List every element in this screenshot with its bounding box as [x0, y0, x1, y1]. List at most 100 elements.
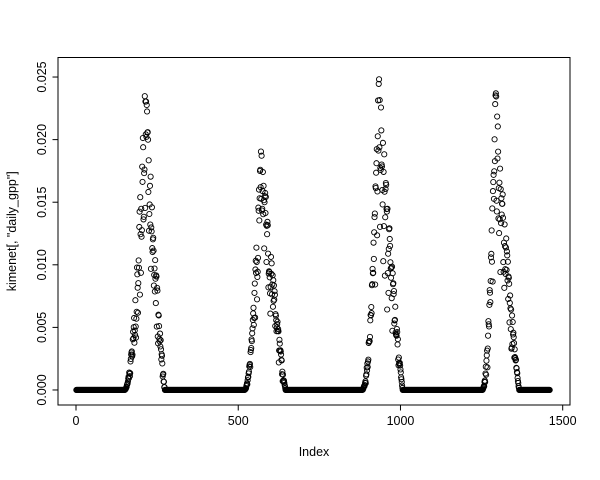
data-point: [255, 204, 262, 211]
data-point: [510, 334, 517, 341]
data-point: [133, 315, 140, 322]
data-point: [489, 278, 496, 285]
data-point: [493, 93, 500, 100]
data-point: [371, 214, 378, 221]
data-point: [384, 306, 391, 313]
data-point: [369, 281, 376, 288]
data-point: [140, 213, 147, 220]
data-point: [500, 259, 507, 266]
x-axis-title: Index: [299, 445, 330, 459]
data-point: [138, 233, 145, 240]
data-point: [481, 383, 488, 390]
data-point: [135, 280, 142, 287]
data-point: [546, 386, 553, 394]
data-point: [276, 336, 283, 343]
data-point: [157, 337, 164, 344]
data-point: [378, 127, 385, 134]
data-point: [490, 171, 497, 178]
data-point: [504, 258, 511, 265]
data-point: [147, 173, 154, 180]
data-point: [134, 284, 141, 291]
data-point: [264, 222, 271, 229]
data-point: [363, 371, 370, 378]
y-tick-label: 0.000: [35, 374, 49, 405]
y-tick-label: 0.025: [35, 61, 49, 92]
data-point: [379, 201, 386, 208]
data-point: [262, 189, 269, 197]
data-point: [273, 324, 280, 331]
data-point: [376, 223, 384, 230]
data-point: [503, 266, 510, 273]
data-point: [247, 349, 254, 356]
data-point: [276, 340, 283, 347]
data-point: [244, 377, 251, 384]
data-point: [144, 136, 152, 143]
x-tick-label: 1000: [387, 414, 415, 428]
data-point: [396, 359, 403, 366]
data-point: [148, 204, 155, 211]
data-point: [156, 323, 163, 330]
data-point: [257, 148, 265, 155]
data-point: [153, 273, 160, 280]
data-point: [397, 366, 404, 373]
data-point: [260, 182, 267, 189]
data-point: [493, 208, 500, 215]
y-tick-label: 0.015: [35, 187, 49, 218]
data-point: [378, 163, 386, 170]
data-point: [486, 301, 493, 308]
data-point: [485, 332, 492, 339]
data-point: [150, 234, 157, 241]
data-point: [492, 92, 499, 99]
data-point: [143, 101, 150, 109]
data-point: [488, 250, 495, 257]
data-point: [150, 247, 157, 254]
data-point: [393, 332, 400, 339]
data-point: [499, 191, 506, 198]
data-point: [398, 378, 405, 386]
data-point: [386, 235, 393, 243]
data-point: [492, 90, 499, 97]
data-point: [126, 370, 133, 377]
data-point: [498, 211, 505, 218]
data-point: [491, 168, 498, 175]
data-point: [382, 185, 389, 193]
data-point: [375, 80, 382, 87]
data-point: [397, 362, 404, 369]
data-point: [130, 328, 137, 335]
data-point: [262, 209, 269, 217]
data-point: [138, 227, 145, 234]
data-point: [389, 270, 396, 277]
data-point: [496, 230, 503, 237]
data-point: [144, 108, 151, 115]
data-point: [390, 280, 397, 287]
data-point: [138, 205, 145, 212]
data-point: [369, 265, 376, 272]
data-point: [380, 168, 387, 175]
data-point: [366, 333, 374, 340]
data-point: [251, 280, 258, 287]
data-point: [255, 207, 262, 214]
data-point: [487, 299, 494, 306]
data-point: [244, 381, 251, 388]
data-point: [484, 364, 491, 371]
data-point: [380, 223, 387, 230]
data-point: [137, 269, 144, 276]
data-point: [492, 101, 499, 108]
data-point: [494, 113, 501, 120]
x-tick-label: 500: [228, 414, 249, 428]
data-point: [158, 352, 166, 359]
data-point: [134, 309, 142, 316]
data-point: [385, 245, 392, 252]
data-point: [393, 325, 400, 333]
data-point: [488, 227, 495, 234]
data-point: [275, 328, 282, 335]
data-point: [141, 170, 148, 177]
data-point: [280, 377, 288, 384]
data-point: [485, 321, 492, 328]
data-point: [495, 148, 502, 155]
data-point: [374, 133, 381, 140]
data-point: [370, 255, 377, 262]
data-point: [253, 244, 260, 251]
data-point: [250, 321, 257, 328]
